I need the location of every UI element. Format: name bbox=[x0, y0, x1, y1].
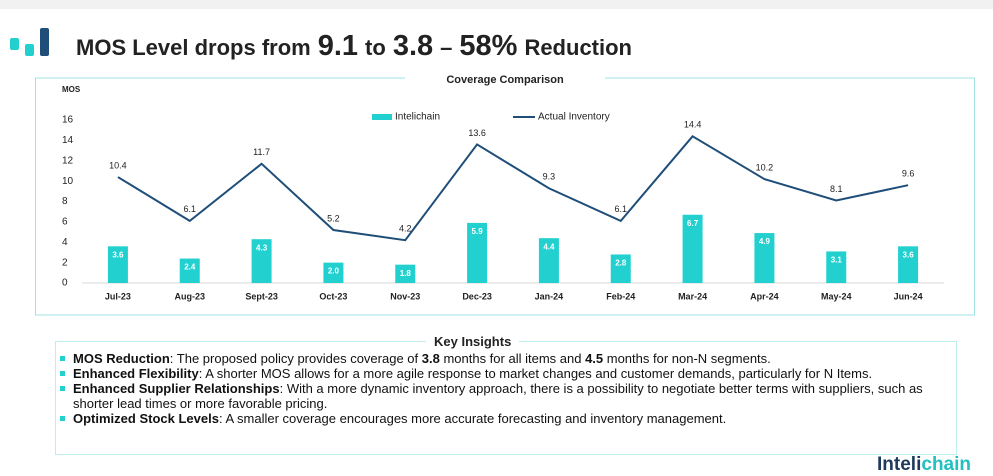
bar-label: 1.8 bbox=[400, 269, 412, 278]
insight-text: 3.8 bbox=[421, 351, 440, 366]
x-tick-label: Jul-23 bbox=[105, 291, 131, 301]
line-label: 6.1 bbox=[183, 204, 196, 214]
bar bbox=[682, 214, 703, 283]
x-tick-label: Oct-23 bbox=[319, 291, 347, 301]
y-tick-label: 6 bbox=[62, 217, 68, 228]
bar bbox=[538, 238, 559, 283]
bar-label: 3.6 bbox=[112, 250, 124, 259]
chart-title-bg bbox=[405, 72, 605, 86]
x-tick-label: Aug-23 bbox=[174, 291, 205, 301]
line-label: 9.3 bbox=[543, 172, 556, 182]
bar bbox=[754, 233, 775, 283]
bar-label: 2.8 bbox=[615, 259, 627, 268]
y-tick-label: 14 bbox=[62, 135, 74, 146]
insight-text: : A smaller coverage encourages more acc… bbox=[218, 411, 727, 426]
y-axis-label: MOS bbox=[62, 85, 81, 94]
insight-text: 4.5 bbox=[585, 351, 604, 366]
x-tick-label: Jan-24 bbox=[535, 291, 564, 301]
bar-label: 5.9 bbox=[472, 227, 484, 236]
bar bbox=[898, 246, 919, 283]
bar-label: 3.6 bbox=[903, 250, 915, 259]
y-tick-label: 0 bbox=[62, 278, 68, 289]
y-tick-label: 12 bbox=[62, 155, 74, 166]
insights-list: MOS Reduction: The proposed policy provi… bbox=[56, 351, 943, 426]
insight-text: Enhanced Supplier Relationships bbox=[73, 381, 280, 396]
x-tick-label: May-24 bbox=[821, 291, 852, 301]
insight-item: Optimized Stock Levels: A smaller covera… bbox=[60, 411, 943, 426]
bar-label: 2.4 bbox=[184, 263, 196, 272]
line-label: 9.6 bbox=[902, 169, 915, 179]
insight-item: MOS Reduction: The proposed policy provi… bbox=[60, 351, 943, 366]
line-label: 14.4 bbox=[684, 120, 702, 130]
line-label: 4.2 bbox=[399, 224, 412, 234]
bar bbox=[395, 264, 416, 283]
title-part: – bbox=[440, 35, 453, 60]
insight-text: MOS Reduction bbox=[73, 351, 170, 366]
insight-text: months for non-N segments. bbox=[603, 351, 771, 366]
y-tick-label: 8 bbox=[62, 196, 68, 207]
title-part: to bbox=[365, 35, 386, 60]
line-label: 5.2 bbox=[327, 213, 340, 223]
y-tick-label: 10 bbox=[62, 176, 74, 187]
chart: Coverage Comparison MOS 0 2 4 6 8 10 12 14 16 Intel… bbox=[35, 72, 975, 316]
y-tick-label: 2 bbox=[62, 257, 68, 268]
chart-title: Coverage Comparison bbox=[446, 74, 564, 86]
bar bbox=[323, 262, 344, 283]
title-icon bbox=[10, 28, 49, 56]
bar-label: 6.7 bbox=[687, 219, 699, 228]
legend-label: Intelichain bbox=[395, 112, 440, 123]
x-tick-label: Mar-24 bbox=[678, 291, 707, 301]
logo: Intelichain bbox=[877, 454, 971, 476]
bar-label: 4.9 bbox=[759, 237, 771, 246]
bar bbox=[610, 254, 631, 283]
x-tick-label: Dec-23 bbox=[462, 291, 492, 301]
bar-label: 4.3 bbox=[256, 243, 268, 252]
title-part: 58% bbox=[459, 30, 518, 62]
legend-swatch bbox=[372, 114, 392, 120]
top-bar bbox=[0, 0, 993, 9]
bar-label: 4.4 bbox=[543, 242, 555, 251]
line-label: 8.1 bbox=[830, 184, 843, 194]
logo-part: chain bbox=[921, 454, 971, 475]
insight-text: : The proposed policy provides coverage … bbox=[169, 351, 422, 366]
line-label: 6.1 bbox=[614, 204, 627, 214]
title-part: 9.1 bbox=[317, 30, 359, 62]
title-part: Reduction bbox=[524, 35, 632, 60]
line-label: 10.2 bbox=[756, 162, 774, 172]
line-label: 10.4 bbox=[109, 160, 127, 170]
x-tick-label: Feb-24 bbox=[606, 291, 635, 301]
bar bbox=[251, 239, 272, 283]
insights-title: Key Insights bbox=[426, 334, 520, 349]
legend-label: Actual Inventory bbox=[538, 112, 610, 123]
line-label: 13.6 bbox=[468, 128, 486, 138]
bar bbox=[107, 246, 128, 283]
insight-text: Enhanced Flexibility bbox=[73, 366, 199, 381]
bar bbox=[826, 251, 847, 283]
insight-text: : With a more dynamic inventory approach… bbox=[73, 381, 923, 411]
x-tick-label: Sept-23 bbox=[245, 291, 278, 301]
line bbox=[117, 135, 909, 242]
bar bbox=[467, 222, 488, 283]
y-tick-label: 16 bbox=[62, 115, 74, 126]
insight-text: Optimized Stock Levels bbox=[73, 411, 219, 426]
y-tick-label: 4 bbox=[62, 237, 68, 248]
bar-label: 3.1 bbox=[831, 256, 843, 265]
line-label: 11.7 bbox=[253, 147, 270, 157]
insight-item: Enhanced Supplier Relationships: With a … bbox=[60, 381, 943, 411]
title-part: MOS Level drops from bbox=[76, 35, 311, 60]
x-tick-label: Apr-24 bbox=[750, 291, 779, 301]
bar bbox=[179, 258, 200, 283]
x-tick-label: Nov-23 bbox=[390, 291, 420, 301]
x-tick-label: Jun-24 bbox=[894, 291, 923, 301]
insights-box: Key Insights MOS Reduction: The proposed… bbox=[55, 334, 957, 455]
logo-part: Inteli bbox=[877, 454, 922, 475]
insight-text: : A shorter MOS allows for a more agile … bbox=[198, 366, 873, 381]
insight-text: months for all items and bbox=[439, 351, 586, 366]
bar-label: 2.0 bbox=[328, 267, 340, 276]
slide-title: MOS Level drops from 9.1 to 3.8–58% Reductio… bbox=[76, 30, 639, 63]
title-part: 3.8 bbox=[392, 30, 434, 62]
insight-item: Enhanced Flexibility: A shorter MOS allo… bbox=[60, 366, 943, 381]
